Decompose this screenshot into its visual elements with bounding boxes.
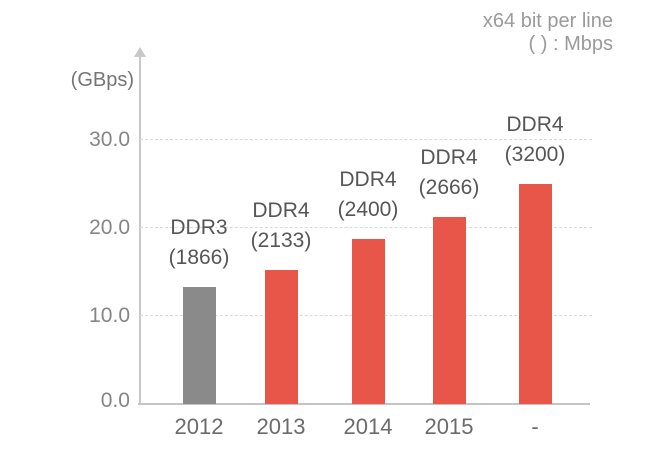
annotation-line-2: ( ) : Mbps bbox=[528, 33, 613, 55]
bar-group-2014: DDR4 (2400) 2014 bbox=[318, 165, 418, 439]
bar-speed-label: (3200) bbox=[504, 143, 566, 166]
y-axis-arrow-icon bbox=[134, 47, 146, 57]
x-tick-2014: 2014 bbox=[343, 414, 393, 439]
y-axis-unit-label: (GBps) bbox=[70, 69, 134, 91]
bar-speed-label: (2133) bbox=[250, 229, 312, 252]
x-tick-2013: 2013 bbox=[256, 414, 306, 439]
x-tick-future: - bbox=[531, 414, 539, 439]
bar-future bbox=[518, 184, 552, 404]
bar-speed-label: (1866) bbox=[168, 246, 230, 269]
x-tick-2015: 2015 bbox=[424, 414, 474, 439]
bar-speed-label: (2400) bbox=[337, 198, 399, 221]
x-axis-baseline bbox=[138, 403, 590, 405]
gridline-30 bbox=[140, 139, 592, 140]
bar-annotation-ddr3-1866: DDR3 (1866) bbox=[169, 213, 230, 273]
gridline-20 bbox=[140, 227, 592, 228]
bar-type-label: DDR4 bbox=[252, 199, 310, 222]
bar-annotation-ddr4-3200: DDR4 (3200) bbox=[505, 110, 566, 170]
bar-2015 bbox=[432, 217, 466, 404]
bar-group-2015: DDR4 (2666) 2015 bbox=[399, 143, 499, 439]
y-tick-0: 0.0 bbox=[100, 389, 130, 412]
bar-2014 bbox=[351, 239, 385, 404]
bar-group-future: DDR4 (3200) - bbox=[485, 110, 585, 439]
bar-annotation-ddr4-2400: DDR4 (2400) bbox=[338, 165, 399, 225]
bar-annotation-ddr4-2666: DDR4 (2666) bbox=[419, 143, 480, 203]
y-tick-10: 10.0 bbox=[89, 304, 130, 327]
y-tick-20: 20.0 bbox=[89, 216, 130, 239]
bar-type-label: DDR4 bbox=[506, 113, 564, 136]
bar-2012 bbox=[182, 287, 216, 404]
x-tick-2012: 2012 bbox=[174, 414, 224, 439]
bar-speed-label: (2666) bbox=[418, 176, 480, 199]
bar-group-2012: DDR3 (1866) 2012 bbox=[149, 213, 249, 439]
annotation-line-1: x64 bit per line bbox=[482, 10, 613, 32]
bar-annotation-ddr4-2133: DDR4 (2133) bbox=[251, 196, 312, 256]
bar-type-label: DDR3 bbox=[170, 216, 228, 239]
bar-type-label: DDR4 bbox=[339, 168, 397, 191]
bar-2013 bbox=[264, 270, 298, 404]
chart-annotation: x64 bit per line ( ) : Mbps bbox=[483, 10, 613, 56]
y-tick-30: 30.0 bbox=[89, 128, 130, 151]
bar-group-2013: DDR4 (2133) 2013 bbox=[231, 196, 331, 439]
y-axis-line bbox=[139, 57, 141, 405]
bar-type-label: DDR4 bbox=[420, 146, 478, 169]
